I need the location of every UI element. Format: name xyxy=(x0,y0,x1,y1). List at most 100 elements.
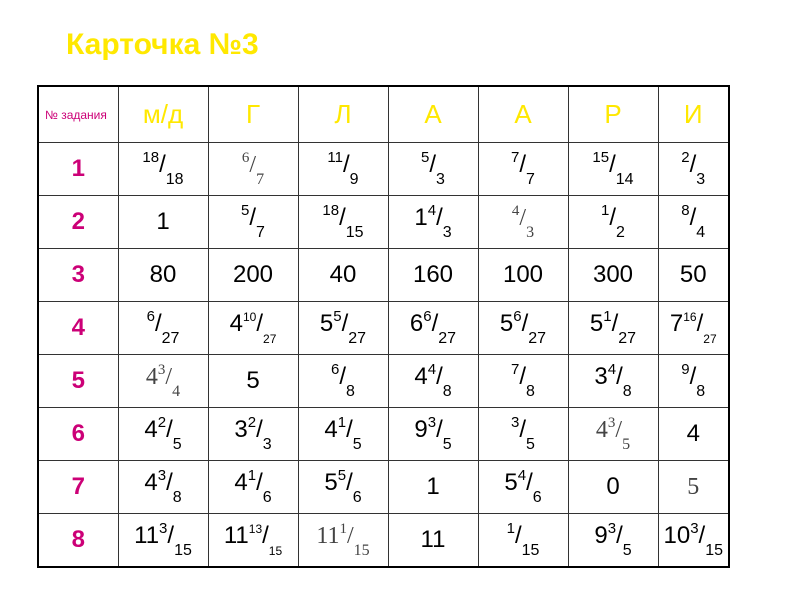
denominator: 3 xyxy=(526,223,535,241)
denominator: 27 xyxy=(348,330,367,347)
denominator: 7 xyxy=(526,171,535,188)
numerator: 6 xyxy=(146,308,155,325)
answer-cell: 113/15 xyxy=(117,513,209,568)
answer-cell: 15/14 xyxy=(567,142,659,196)
numerator: 6 xyxy=(423,308,432,325)
numerator: 4 xyxy=(511,202,520,219)
denominator: 18 xyxy=(165,171,184,188)
denominator: 8 xyxy=(526,383,535,400)
numerator: 3 xyxy=(607,520,617,537)
answer-cell: 111/15 xyxy=(297,513,389,568)
fraction-slash: / xyxy=(519,204,527,231)
whole-part: 3 xyxy=(594,363,608,390)
whole-part: 4 xyxy=(686,420,700,447)
numerator: 9 xyxy=(681,361,690,378)
answer-cell: 0 xyxy=(567,460,659,514)
answer-cell: 5 xyxy=(207,354,299,408)
answer-cell: 716/27 xyxy=(657,301,730,355)
answer-cell: 80 xyxy=(117,248,209,302)
denominator: 15 xyxy=(521,542,540,559)
answer-cell: 5 xyxy=(657,460,730,514)
answer-cell: 103/15 xyxy=(657,513,730,568)
numerator: 1 xyxy=(506,520,515,537)
whole-part: 5 xyxy=(499,310,514,337)
whole-part: 10 xyxy=(663,522,691,549)
whole-part: 0 xyxy=(606,473,620,500)
fraction-slash: / xyxy=(339,204,346,231)
numerator: 3 xyxy=(157,361,166,378)
answer-cell: 5/7 xyxy=(207,195,299,249)
card-title: Карточка №3 xyxy=(66,28,259,61)
answer-cell: 40 xyxy=(297,248,389,302)
answer-cell: 6/27 xyxy=(117,301,209,355)
whole-part: 7 xyxy=(669,310,684,337)
fraction-slash: / xyxy=(436,416,443,443)
whole-part: 1 xyxy=(156,208,170,235)
numerator: 6 xyxy=(241,149,250,166)
denominator: 8 xyxy=(622,383,632,400)
table-row: 5 43/4 5 6/8 44/8 7/8 34/8 9/8 xyxy=(37,354,730,408)
denominator: 4 xyxy=(172,382,181,400)
denominator: 5 xyxy=(526,436,535,453)
whole-part: 5 xyxy=(246,367,260,394)
whole-part: 5 xyxy=(589,310,604,337)
fraction-slash: / xyxy=(689,151,697,178)
answer-cell: 1/2 xyxy=(567,195,659,249)
denominator: 27 xyxy=(438,330,457,347)
answer-cell: 410/27 xyxy=(207,301,299,355)
answer-cell: 43/8 xyxy=(117,460,209,514)
task-number: 4 xyxy=(37,301,119,355)
numerator: 1 xyxy=(601,202,610,219)
answer-cell: 18/18 xyxy=(117,142,209,196)
whole-part: 5 xyxy=(319,310,334,337)
denominator: 3 xyxy=(436,171,445,188)
answer-cell: 43/5 xyxy=(567,407,659,461)
whole-part: 11 xyxy=(223,522,249,549)
fraction-slash: / xyxy=(514,522,522,549)
whole-part: 4 xyxy=(145,363,158,390)
denominator: 5 xyxy=(172,436,182,453)
answer-cell: 2/3 xyxy=(657,142,730,196)
answer-cell: 93/5 xyxy=(567,513,659,568)
whole-part: 1 xyxy=(414,204,428,231)
task-number: 8 xyxy=(37,513,119,568)
whole-part: 4 xyxy=(324,416,338,443)
fraction-slash: / xyxy=(256,310,264,337)
denominator: 9 xyxy=(349,171,359,188)
answer-cell: 14/3 xyxy=(387,195,479,249)
denominator: 4 xyxy=(696,224,706,241)
whole-part: 4 xyxy=(144,469,158,496)
fraction-slash: / xyxy=(519,363,527,390)
whole-part: 4 xyxy=(234,469,248,496)
numerator: 4 xyxy=(427,202,437,219)
denominator: 2 xyxy=(616,224,625,241)
fraction-slash: / xyxy=(341,310,349,337)
numerator: 10 xyxy=(242,310,257,324)
numerator: 5 xyxy=(421,149,430,166)
numerator: 18 xyxy=(322,202,340,219)
fraction-slash: / xyxy=(526,469,533,496)
denominator: 8 xyxy=(172,489,182,506)
answer-cell: 6/7 xyxy=(207,142,299,196)
answer-cell: 42/5 xyxy=(117,407,209,461)
answer-cell: 18/15 xyxy=(297,195,389,249)
numerator: 13 xyxy=(248,522,263,536)
fraction-slash: / xyxy=(343,151,350,178)
table-row: 8 113/15 1113/15 111/15 11 1/15 93/5 103/15 xyxy=(37,513,730,568)
whole-part: 5 xyxy=(324,469,338,496)
task-number-header: № задания xyxy=(37,85,119,143)
denominator: 27 xyxy=(528,330,547,347)
fraction-slash: / xyxy=(698,522,706,549)
fraction-slash: / xyxy=(616,522,623,549)
denominator: 6 xyxy=(532,489,542,506)
answer-cell: 7/7 xyxy=(477,142,569,196)
fraction-slash: / xyxy=(339,363,347,390)
denominator: 27 xyxy=(161,330,180,347)
fraction-slash: / xyxy=(249,204,257,231)
answer-cell: 1 xyxy=(387,460,479,514)
fraction-slash: / xyxy=(521,310,529,337)
numerator: 3 xyxy=(159,520,168,537)
denominator: 6 xyxy=(262,489,272,506)
denominator: 27 xyxy=(263,332,277,346)
numerator: 1 xyxy=(337,414,347,431)
